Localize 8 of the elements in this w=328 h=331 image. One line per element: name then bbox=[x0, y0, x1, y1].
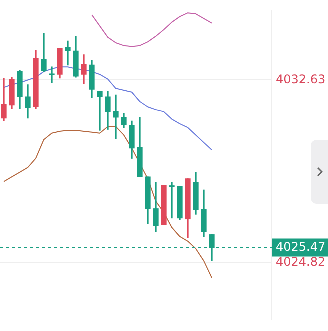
candlestick bbox=[97, 91, 103, 131]
y-tick-label: 4032.63 bbox=[276, 72, 326, 86]
y-tick-label: 4024.82 bbox=[276, 255, 326, 270]
candlestick bbox=[65, 40, 71, 66]
ref-line-label: 4025.47 bbox=[276, 240, 326, 254]
candlestick bbox=[169, 182, 175, 219]
candlestick bbox=[113, 94, 119, 140]
candlestick bbox=[49, 66, 55, 84]
